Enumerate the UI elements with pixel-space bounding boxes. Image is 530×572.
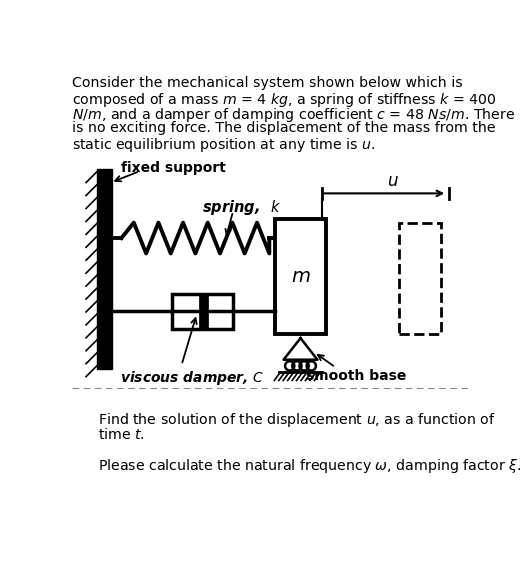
- Bar: [276, 219, 325, 334]
- Bar: [172, 294, 233, 328]
- Text: static equilibrium position at any time is $u$.: static equilibrium position at any time …: [72, 136, 375, 154]
- Bar: [97, 169, 112, 369]
- Text: time $t$.: time $t$.: [99, 427, 145, 442]
- Text: fixed support: fixed support: [121, 161, 226, 175]
- Text: Consider the mechanical system shown below which is: Consider the mechanical system shown bel…: [72, 76, 463, 90]
- Text: viscous damper, $C$: viscous damper, $C$: [120, 369, 264, 387]
- Text: composed of a mass $m$ = 4 $kg$, a spring of stiffness $k$ = 400: composed of a mass $m$ = 4 $kg$, a sprin…: [72, 92, 497, 109]
- Text: Find the solution of the displacement $u$, as a function of: Find the solution of the displacement $u…: [99, 411, 496, 430]
- Text: Please calculate the natural frequency $\omega$, damping factor $\xi$.: Please calculate the natural frequency $…: [99, 458, 522, 475]
- Text: is no exciting force. The displacement of the mass from the: is no exciting force. The displacement o…: [72, 121, 496, 136]
- Text: spring,  $k$: spring, $k$: [202, 198, 281, 217]
- Text: smooth base: smooth base: [306, 369, 407, 383]
- Bar: [399, 223, 441, 334]
- Text: $m$: $m$: [290, 267, 311, 286]
- Text: $N/m$, and a damper of damping coefficient $c$ = 48 $Ns/m$. There: $N/m$, and a damper of damping coefficie…: [72, 106, 516, 124]
- Text: $u$: $u$: [387, 172, 399, 189]
